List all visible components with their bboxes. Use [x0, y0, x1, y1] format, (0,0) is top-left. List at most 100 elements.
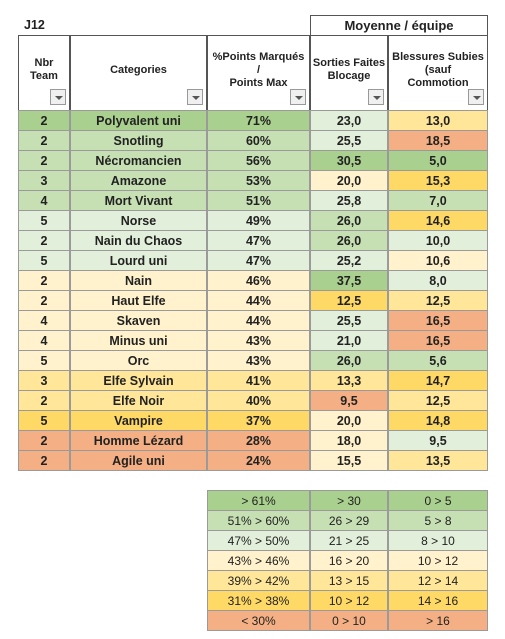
table-cell: 13,5 — [388, 450, 488, 471]
table-cell: 25,8 — [310, 190, 388, 211]
table-cell: 3 — [18, 370, 70, 391]
table-cell: 18,0 — [310, 430, 388, 451]
filter-button[interactable] — [368, 89, 384, 105]
legend-cell: 47% > 50% — [207, 530, 310, 551]
table-cell: Nain — [70, 270, 207, 291]
table-cell: 4 — [18, 310, 70, 331]
table-cell: 47% — [207, 250, 310, 271]
table-cell: 18,5 — [388, 130, 488, 151]
legend-cell: 10 > 12 — [388, 550, 488, 571]
table-cell: Snotling — [70, 130, 207, 151]
table-cell: 12,5 — [388, 390, 488, 411]
table-cell: 40% — [207, 390, 310, 411]
table-cell: Nécromancien — [70, 150, 207, 171]
legend-cell: > 61% — [207, 490, 310, 511]
table-cell: Agile uni — [70, 450, 207, 471]
table-cell: 2 — [18, 150, 70, 171]
table-cell: 44% — [207, 310, 310, 331]
table-cell: 26,0 — [310, 350, 388, 371]
table-cell: 4 — [18, 330, 70, 351]
group-header: Moyenne / équipe — [310, 15, 488, 36]
legend-cell: 43% > 46% — [207, 550, 310, 571]
table-cell: 2 — [18, 450, 70, 471]
table-cell: 10,0 — [388, 230, 488, 251]
legend-cell: 16 > 20 — [310, 550, 388, 571]
table-cell: 43% — [207, 330, 310, 351]
table-cell: 13,0 — [388, 110, 488, 131]
table-cell: Norse — [70, 210, 207, 231]
table-cell: 23,0 — [310, 110, 388, 131]
filter-button[interactable] — [50, 89, 66, 105]
table-cell: 43% — [207, 350, 310, 371]
table-cell: Polyvalent uni — [70, 110, 207, 131]
table-cell: 2 — [18, 290, 70, 311]
table-cell: 5 — [18, 250, 70, 271]
table-cell: 49% — [207, 210, 310, 231]
legend-cell: 39% > 42% — [207, 570, 310, 591]
table-cell: 25,5 — [310, 130, 388, 151]
legend-cell: 14 > 16 — [388, 590, 488, 611]
table-cell: 46% — [207, 270, 310, 291]
table-cell: 71% — [207, 110, 310, 131]
table-cell: Orc — [70, 350, 207, 371]
legend-cell: 0 > 10 — [310, 610, 388, 631]
table-cell: 13,3 — [310, 370, 388, 391]
table-cell: 16,5 — [388, 310, 488, 331]
table-cell: 47% — [207, 230, 310, 251]
filter-button[interactable] — [468, 89, 484, 105]
table-cell: 2 — [18, 230, 70, 251]
table-cell: 26,0 — [310, 210, 388, 231]
table-cell: 25,5 — [310, 310, 388, 331]
table-cell: Elfe Noir — [70, 390, 207, 411]
table-cell: 12,5 — [388, 290, 488, 311]
column-header: Categories — [70, 35, 207, 111]
table-cell: 5 — [18, 210, 70, 231]
table-cell: 2 — [18, 270, 70, 291]
table-cell: 15,5 — [310, 450, 388, 471]
table-cell: 30,5 — [310, 150, 388, 171]
table-cell: 4 — [18, 190, 70, 211]
table-cell: Homme Lézard — [70, 430, 207, 451]
table-cell: 3 — [18, 170, 70, 191]
legend-cell: 51% > 60% — [207, 510, 310, 531]
table-cell: Elfe Sylvain — [70, 370, 207, 391]
legend-cell: 13 > 15 — [310, 570, 388, 591]
table-cell: 14,7 — [388, 370, 488, 391]
sheet-label: J12 — [24, 18, 45, 32]
legend-cell: 26 > 29 — [310, 510, 388, 531]
legend-cell: 31% > 38% — [207, 590, 310, 611]
table-cell: 5 — [18, 350, 70, 371]
table-cell: 9,5 — [388, 430, 488, 451]
table-cell: 41% — [207, 370, 310, 391]
table-cell: 28% — [207, 430, 310, 451]
table-cell: 9,5 — [310, 390, 388, 411]
table-cell: Haut Elfe — [70, 290, 207, 311]
table-cell: 15,3 — [388, 170, 488, 191]
table-cell: 37,5 — [310, 270, 388, 291]
table-cell: 51% — [207, 190, 310, 211]
table-cell: 2 — [18, 430, 70, 451]
table-cell: 25,2 — [310, 250, 388, 271]
table-cell: 20,0 — [310, 410, 388, 431]
table-cell: Amazone — [70, 170, 207, 191]
table-cell: 12,5 — [310, 290, 388, 311]
table-cell: 53% — [207, 170, 310, 191]
legend-cell: 8 > 10 — [388, 530, 488, 551]
table-cell: 2 — [18, 110, 70, 131]
table-cell: 60% — [207, 130, 310, 151]
table-cell: 20,0 — [310, 170, 388, 191]
legend-cell: 12 > 14 — [388, 570, 488, 591]
legend-cell: > 30 — [310, 490, 388, 511]
table-cell: 44% — [207, 290, 310, 311]
table-cell: 8,0 — [388, 270, 488, 291]
filter-button[interactable] — [187, 89, 203, 105]
table-cell: Nain du Chaos — [70, 230, 207, 251]
table-cell: 14,6 — [388, 210, 488, 231]
table-cell: 56% — [207, 150, 310, 171]
table-cell: 5,0 — [388, 150, 488, 171]
legend-cell: 21 > 25 — [310, 530, 388, 551]
table-cell: Mort Vivant — [70, 190, 207, 211]
filter-button[interactable] — [290, 89, 306, 105]
table-cell: 26,0 — [310, 230, 388, 251]
